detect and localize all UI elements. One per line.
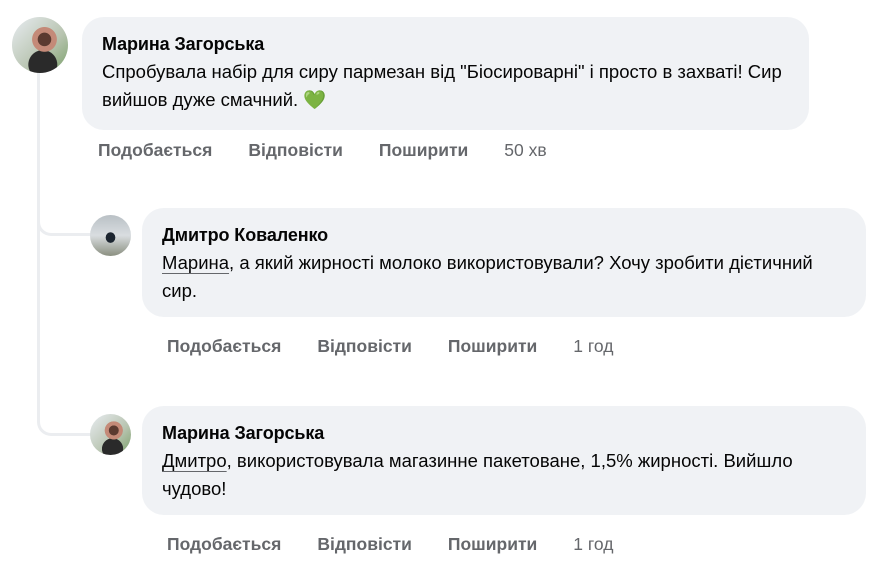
comment-text: Марина, а який жирності молоко використо… [162,249,846,305]
comment-bubble: Марина Загорська Дмитро, використовувала… [142,406,866,515]
mention-link[interactable]: Дмитро [162,450,227,471]
reply-button[interactable]: Відповісти [317,534,412,554]
like-button[interactable]: Подобається [98,140,213,160]
avatar[interactable] [90,215,131,256]
comment-text: Дмитро, використовувала магазинне пакето… [162,447,846,503]
mention-link[interactable]: Марина [162,252,230,273]
share-button[interactable]: Поширити [447,534,538,554]
avatar[interactable] [90,414,131,455]
comment-body: , а який жирності молоко використовували… [162,252,813,301]
comment-actions: Подобається Відповісти Поширити 50 хв [98,140,547,161]
comment-body: , використовувала магазинне пакетоване, … [162,450,793,499]
comment-actions: Подобається Відповісти Поширити 1 год [167,534,613,555]
like-button[interactable]: Подобається [167,534,282,554]
thread-line [37,73,40,420]
share-button[interactable]: Поширити [378,140,469,160]
thread-branch [37,215,92,236]
comment-bubble: Марина Загорська Спробувала набір для си… [82,17,809,130]
timestamp[interactable]: 1 год [573,534,614,554]
reply-button[interactable]: Відповісти [317,336,412,356]
like-button[interactable]: Подобається [167,336,282,356]
timestamp[interactable]: 50 хв [504,140,547,160]
thread-branch [37,400,92,436]
reply-button[interactable]: Відповісти [248,140,343,160]
comment-text: Спробувала набір для сиру пармезан від "… [102,61,782,110]
avatar[interactable] [12,17,68,73]
comment-author[interactable]: Дмитро Коваленко [162,225,329,245]
timestamp[interactable]: 1 год [573,336,614,356]
comment-author[interactable]: Марина Загорська [102,34,265,54]
share-button[interactable]: Поширити [447,336,538,356]
comment-author[interactable]: Марина Загорська [162,423,325,443]
comment-bubble: Дмитро Коваленко Марина, а який жирності… [142,208,866,317]
comment-actions: Подобається Відповісти Поширити 1 год [167,336,613,357]
